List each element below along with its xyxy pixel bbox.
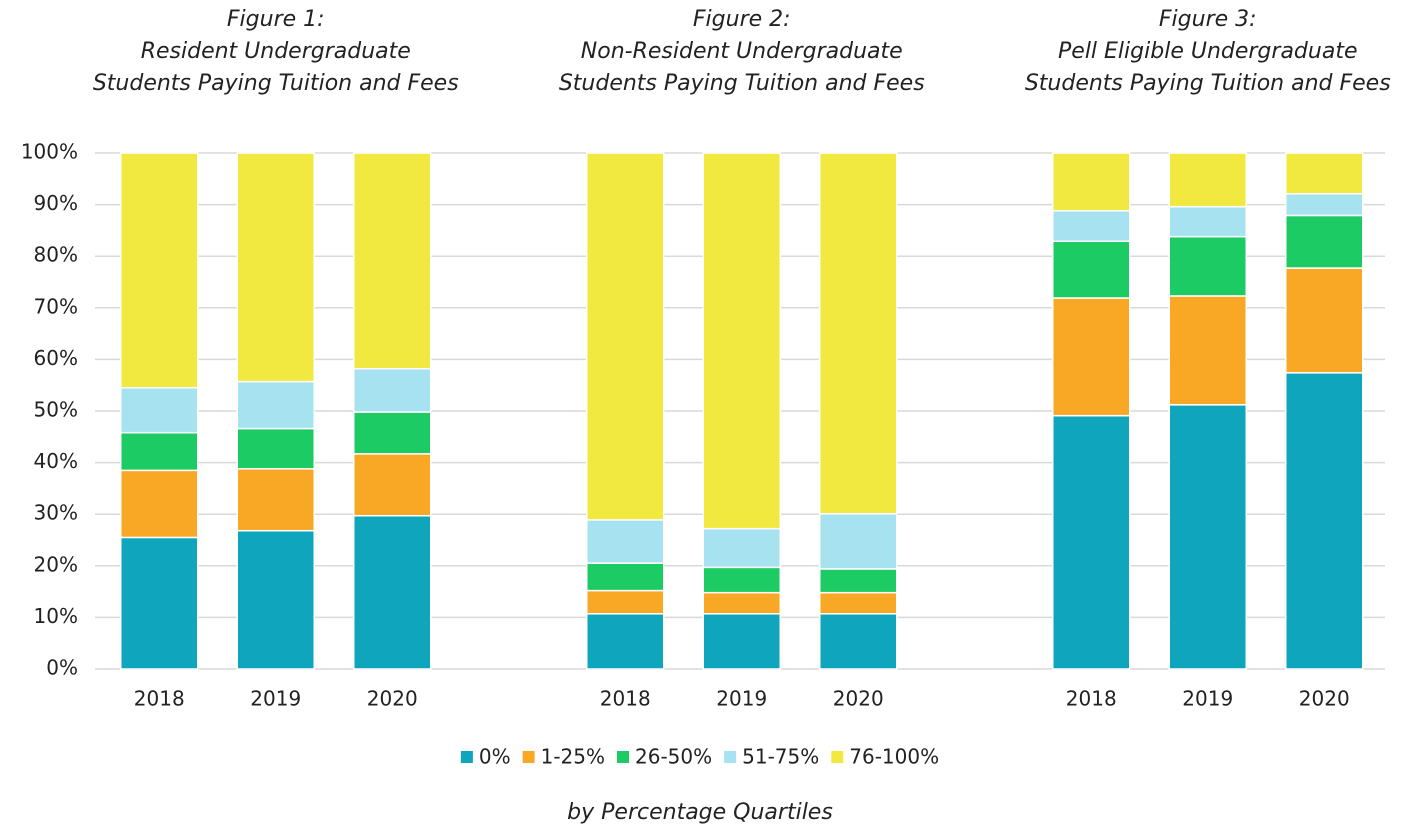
bar-segment [1285,372,1364,670]
bar-segment [586,562,665,592]
bar-segment [120,536,199,670]
x-tick-label: 2020 [833,687,884,711]
group-title: Figure 2: [693,7,791,32]
legend-label: 51-75% [742,745,819,769]
bar-segment [236,529,315,670]
legend-label: 76-100% [849,745,939,769]
bar-segment [1052,414,1131,670]
legend-label: 1-25% [541,745,605,769]
bar-segment [702,152,781,530]
bar-segment [236,380,315,430]
bar-segment [586,589,665,615]
bar-segment [1168,205,1247,238]
group-title: Pell Eligible Undergraduate [1058,39,1357,64]
bar-segment [1168,152,1247,208]
bar-segment [353,514,432,670]
bar-segment [819,512,898,570]
bar-segment [1285,193,1364,217]
legend-swatch [724,751,737,763]
y-tick-label: 30% [34,501,78,525]
bar-segment [1285,152,1364,195]
bar-segment [1168,235,1247,297]
x-tick-label: 2019 [716,687,767,711]
bar-segment [1285,267,1364,374]
bar-segment [819,152,898,515]
legend-label: 26-50% [635,745,712,769]
y-tick-label: 40% [34,449,78,473]
legend-label: 0% [479,745,511,769]
legend-swatch [460,751,473,763]
bar-segment [353,411,432,455]
y-tick-label: 50% [34,398,78,422]
bar-segment [236,468,315,532]
group-title: Resident Undergraduate [141,39,411,64]
x-tick-label: 2018 [600,687,651,711]
group-title: Students Paying Tuition and Fees [1025,71,1391,96]
group-title: Figure 3: [1159,7,1257,32]
bar-segment [1168,404,1247,670]
bar-segment [586,152,665,521]
bar-segment [702,591,781,615]
group-title: Students Paying Tuition and Fees [93,71,459,96]
x-tick-label: 2018 [1066,687,1117,711]
bar-segment [353,152,432,370]
bar-segment [586,613,665,670]
bar-segment [236,427,315,470]
group-title: Figure 1: [227,7,325,32]
x-tick-label: 2020 [367,687,418,711]
y-tick-label: 70% [34,294,78,318]
x-tick-label: 2019 [1182,687,1233,711]
bar-segment [1052,152,1131,212]
group-title: Students Paying Tuition and Fees [559,71,925,96]
legend-swatch [831,751,844,763]
bar-segment [586,519,665,564]
x-tick-label: 2018 [134,687,185,711]
bar-segment [120,469,199,539]
bar-segment [702,613,781,670]
y-tick-label: 20% [34,552,78,576]
bar-segment [120,387,199,434]
y-tick-label: 10% [34,604,78,628]
bar-segment [1052,210,1131,242]
x-tick-label: 2020 [1299,687,1350,711]
bar-segment [819,613,898,670]
legend-swatch [617,751,630,763]
bar-segment [236,152,315,383]
legend-swatch [522,751,535,763]
group-title: Non-Resident Undergraduate [581,39,903,64]
y-tick-label: 0% [46,656,78,680]
bar-segment [1052,240,1131,299]
bar-segment [819,591,898,615]
bar-segment [1285,214,1364,269]
bar-segment [1168,295,1247,406]
bar-segment [353,367,432,413]
y-tick-label: 80% [34,243,78,267]
x-tick-label: 2019 [250,687,301,711]
bar-segment [120,431,199,472]
y-tick-label: 100% [21,140,78,164]
bar-segment [819,568,898,594]
y-tick-label: 60% [34,346,78,370]
bar-segment [702,566,781,594]
y-tick-label: 90% [34,191,78,215]
bar-segment [1052,297,1131,417]
bar-segment [120,152,199,389]
caption: by Percentage Quartiles [567,800,833,825]
bar-segment [702,527,781,569]
bar-segment [353,453,432,517]
